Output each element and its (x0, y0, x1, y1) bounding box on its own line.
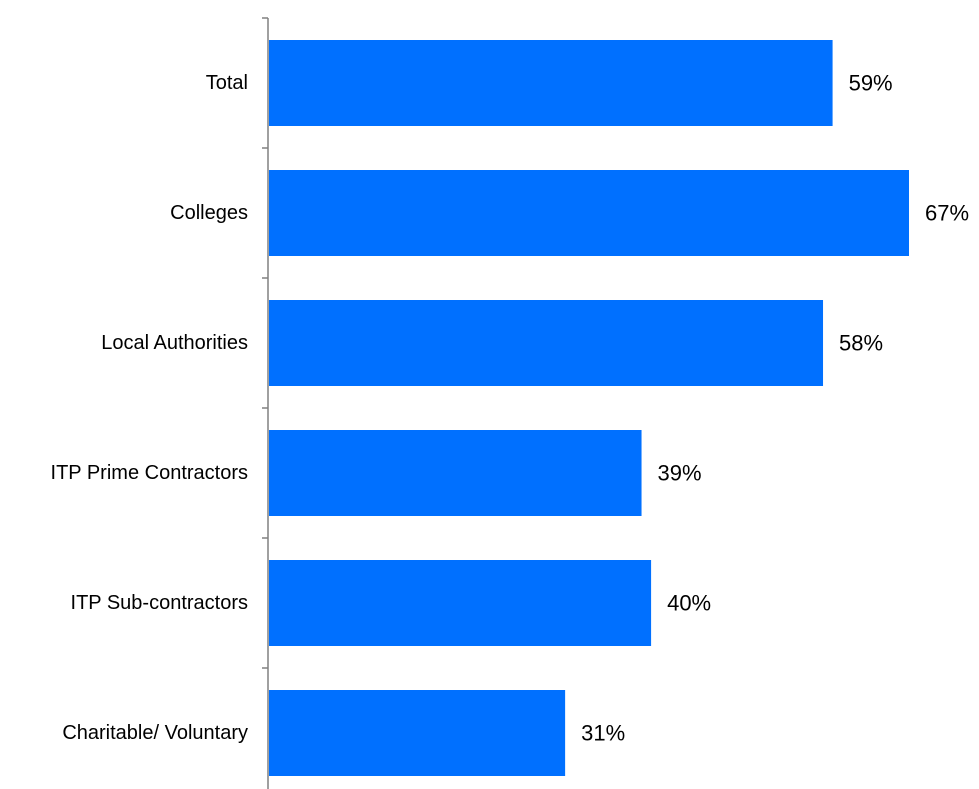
bar-3 (269, 430, 642, 516)
value-label: 58% (839, 331, 883, 356)
bar-0 (269, 40, 833, 126)
bar-1 (269, 170, 909, 256)
bar-4 (269, 560, 652, 646)
category-label: ITP Sub-contractors (71, 592, 248, 614)
category-label: ITP Prime Contractors (51, 462, 248, 484)
value-label: 40% (667, 591, 711, 616)
bar-2 (269, 300, 824, 386)
labels-layer: Total 59% Colleges 67% Local Authorities 58% I… (51, 71, 970, 746)
category-label: Colleges (170, 202, 248, 224)
value-label: 39% (658, 461, 702, 486)
y-axis (262, 17, 269, 789)
value-label: 59% (849, 71, 893, 96)
value-label: 31% (581, 721, 625, 746)
category-label: Local Authorities (101, 332, 248, 354)
category-label: Charitable/ Voluntary (62, 722, 248, 744)
category-label: Total (206, 72, 248, 94)
value-label: 67% (925, 201, 969, 226)
bars-layer (269, 40, 909, 776)
bar-5 (269, 690, 566, 776)
